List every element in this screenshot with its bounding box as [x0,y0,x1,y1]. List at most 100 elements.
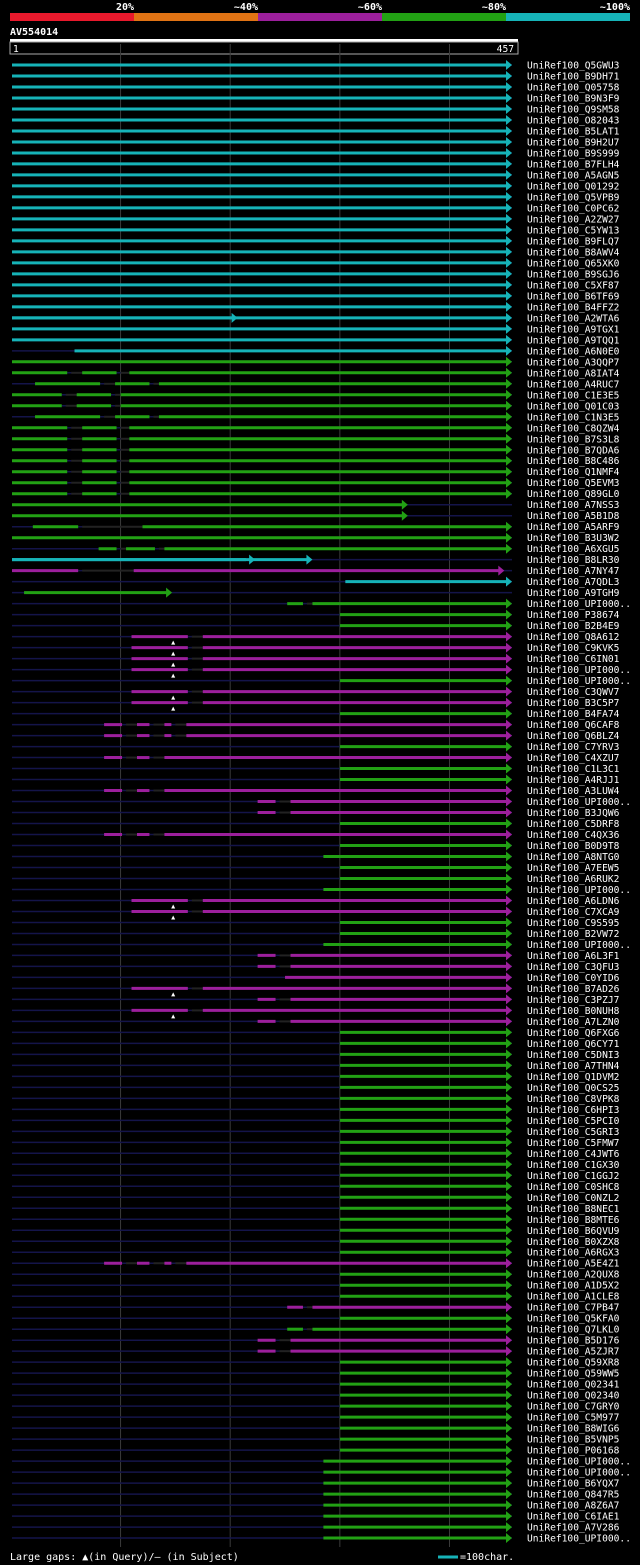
hit-row: UniRef100_Q02340 [12,1390,620,1402]
hit-row: UniRef100_B5VNP5 [12,1434,619,1446]
hit-row: UniRef100_C0YID6 [12,972,620,984]
segment-arrow [506,961,512,972]
hit-label: UniRef100_B6TF69 [527,291,620,302]
segment-arrow [506,1533,512,1544]
hit-label: UniRef100_C3QWV7 [527,687,620,698]
hit-label: UniRef100_C7YRV3 [527,742,620,753]
segment-arrow [401,499,408,510]
segment-arrow [506,994,512,1005]
hit-label: UniRef100_UPI000.. [527,1534,631,1545]
hit-row: UniRef100_B7FLH4 [12,158,620,170]
hit-label: UniRef100_UPI000.. [527,885,631,896]
hit-row: UniRef100_UPI000.. [12,884,631,896]
hit-row: UniRef100_Q1NMF4 [12,466,620,478]
hit-row: UniRef100_A3QQP7 [12,356,620,368]
hit-label: UniRef100_A7LZN0 [527,1017,620,1028]
segment-arrow [506,1313,512,1324]
segment-arrow [506,664,512,675]
segment-arrow [506,345,512,356]
segment-arrow [506,1401,512,1412]
hit-label: UniRef100_UPI000.. [527,676,631,687]
hit-label: UniRef100_C1N3E5 [527,412,619,423]
segment-arrow [506,1104,512,1115]
segment-arrow [506,895,512,906]
segment-arrow [506,928,512,939]
hit-label: UniRef100_C8QZW4 [527,423,620,434]
hit-row: UniRef100_Q6CY71 [12,1038,620,1050]
segment-arrow [506,1500,512,1511]
hit-label: UniRef100_Q6BLZ4 [527,731,620,742]
segment-arrow [506,1346,512,1357]
hit-row: UniRef100_B2B4E9 [12,620,620,632]
query-name: AV554014 [10,27,58,38]
hit-row: UniRef100_A5ZJR7 [12,1346,620,1358]
segment-arrow [506,301,512,312]
hit-label: UniRef100_C1GX30 [527,1160,620,1171]
hit-label: UniRef100_C7XCA9 [527,907,620,918]
grid-lines [120,44,450,1547]
hit-label: UniRef100_C6HPI3 [527,1105,620,1116]
hit-row: UniRef100_A7EEW5 [12,862,619,874]
hit-label: UniRef100_A9TGX1 [527,324,620,335]
hit-rows: UniRef100_Q5GWU3UniRef100_B9DH71UniRef10… [12,60,631,1545]
hit-label: UniRef100_P38674 [527,610,620,621]
segment-arrow [506,1225,512,1236]
hit-row: UniRef100_Q1DVM2 [12,1071,619,1083]
segment-arrow [506,1445,512,1456]
hit-label: UniRef100_B9SGJ6 [527,269,620,280]
segment-arrow [166,587,173,598]
hit-label: UniRef100_Q05758 [527,82,620,93]
hit-label: UniRef100_UPI000.. [527,797,631,808]
hit-row: UniRef100_Q7LKL0 [12,1324,620,1336]
segment-arrow [506,92,512,103]
hit-label: UniRef100_B4FFZ2 [527,302,619,313]
hit-row: UniRef100_UPI000.. [12,1533,631,1545]
hit-row: UniRef100_C7PB47 [12,1302,620,1314]
hit-row: UniRef100_A4RUC7 [12,378,620,390]
segment-arrow [506,521,512,532]
hit-row: UniRef100_A6XGU5 [12,543,619,555]
hit-row: UniRef100_A6N0E0 [12,345,620,357]
hit-row: UniRef100_C8VPK8 [12,1093,620,1105]
hit-row: UniRef100_A2ZW27 [12,213,620,225]
segment-arrow [506,1258,512,1269]
hit-row: UniRef100_Q6BLZ4 [12,730,620,742]
segment-arrow [506,356,512,367]
hit-row: UniRef100_Q59WW5 [12,1368,619,1380]
segment-arrow [506,1060,512,1071]
hit-row: UniRef100_A9TGX1 [12,323,620,335]
segment-arrow [506,1148,512,1159]
hit-row: UniRef100_C3QWV7 [12,686,620,700]
segment-arrow [506,631,512,642]
hit-row: UniRef100_Q05758 [12,81,620,93]
hit-row: UniRef100_C4XZU7 [12,752,620,764]
segment-arrow [506,1269,512,1280]
segment-arrow [506,378,512,389]
segment-arrow [506,950,512,961]
hit-label: UniRef100_UPI000.. [527,665,631,676]
hit-label: UniRef100_A3QQP7 [527,357,620,368]
hit-label: UniRef100_B4FA74 [527,709,620,720]
segment-arrow [506,653,512,664]
hit-label: UniRef100_A5AGN5 [527,170,619,181]
segment-arrow [506,576,512,587]
hit-label: UniRef100_Q89GL0 [527,489,620,500]
hit-label: UniRef100_A7NY47 [527,566,620,577]
hit-row: UniRef100_C7YRV3 [12,741,620,753]
segment-arrow [506,235,512,246]
hit-row: UniRef100_C3PZJ7 [12,994,620,1006]
hit-row: UniRef100_UPI000.. [12,675,631,687]
segment-arrow [506,884,512,895]
hit-row: UniRef100_A7NY47 [12,565,620,577]
segment-arrow [506,1159,512,1170]
segment-arrow [506,598,512,609]
hit-label: UniRef100_B0XZX8 [527,1237,620,1248]
hit-label: UniRef100_Q5KFA0 [527,1314,620,1325]
hit-row: UniRef100_Q5KFA0 [12,1313,620,1325]
scale-segment [134,13,258,21]
segment-arrow [506,433,512,444]
hit-row: UniRef100_C0PC62 [12,202,619,214]
query-ruler: 1 457 [9,39,519,55]
segment-arrow [506,1390,512,1401]
hit-row: UniRef100_C0SHC8 [12,1181,620,1193]
